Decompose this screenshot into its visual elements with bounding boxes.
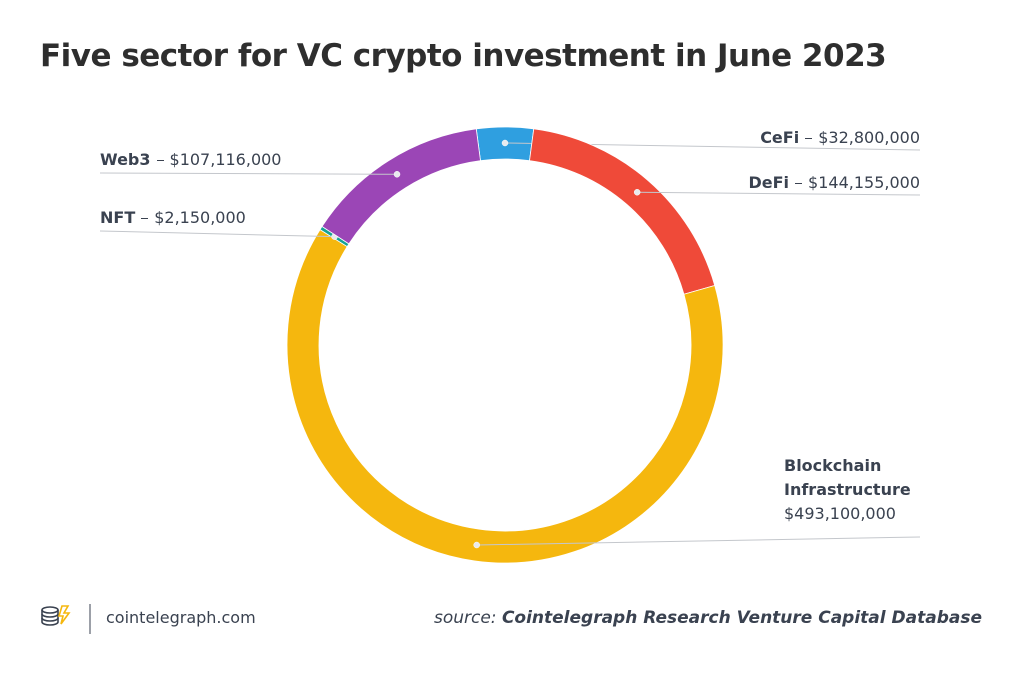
value-label: $144,155,000 <box>808 173 920 192</box>
data-label: Web3 $107,116,000 <box>100 148 281 172</box>
legend-name: Web3 <box>100 150 151 169</box>
chart-title: Five sector for VC crypto investment in … <box>40 38 887 74</box>
leader-line <box>637 191 921 196</box>
data-label: DeFi $144,155,000 <box>748 171 920 195</box>
separator <box>156 160 164 161</box>
separator <box>141 218 149 219</box>
source: source: Cointelegraph Research Venture C… <box>434 608 982 628</box>
site-name: cointelegraph.com <box>106 608 256 627</box>
value-label: $32,800,000 <box>818 128 920 147</box>
separator <box>795 183 803 184</box>
leader-line <box>99 172 398 175</box>
leader-dot <box>633 189 641 196</box>
legend-name: CeFi <box>760 128 800 147</box>
logo <box>41 605 71 626</box>
leader-dot <box>473 541 480 549</box>
data-label: CeFi $32,800,000 <box>760 126 920 150</box>
value-label: $107,116,000 <box>169 150 282 169</box>
value-label: $2,150,000 <box>154 208 246 227</box>
separator <box>805 138 813 139</box>
legend-name: DeFi <box>748 173 790 192</box>
legend-name: Blockchain Infrastructure <box>784 456 911 499</box>
value-label: $493,100,000 <box>784 504 896 523</box>
source-label: source: <box>433 608 497 628</box>
source-name: Cointelegraph Research Venture Capital D… <box>501 608 982 628</box>
leader-dot <box>501 139 509 147</box>
slice <box>321 128 481 245</box>
slice <box>529 128 716 295</box>
data-label: NFT $2,150,000 <box>100 206 246 230</box>
leader-line <box>476 536 921 546</box>
leader-dot <box>393 171 401 178</box>
slice <box>286 229 724 564</box>
data-label: Blockchain Infrastructure $493,100,000 <box>784 454 934 526</box>
legend-name: NFT <box>100 208 136 227</box>
leader-line <box>99 230 335 238</box>
